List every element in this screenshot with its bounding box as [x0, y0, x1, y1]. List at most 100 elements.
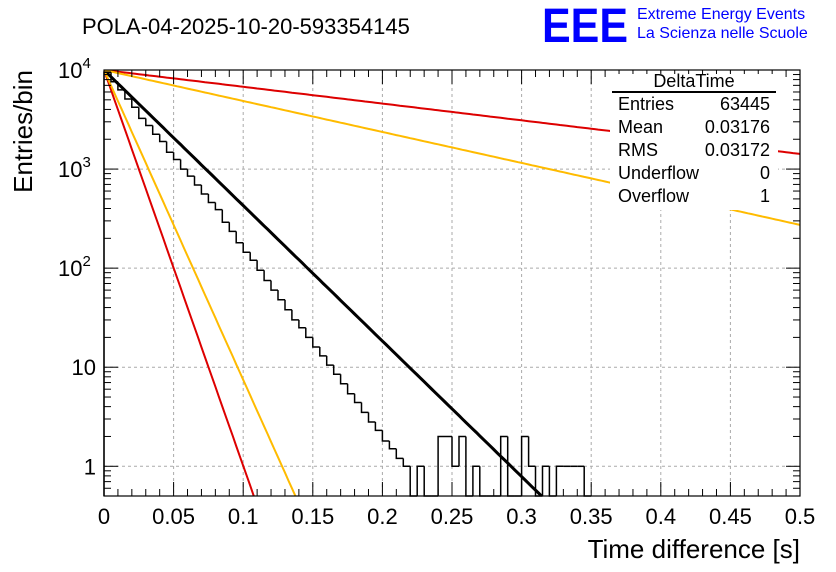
fit-main	[104, 70, 544, 496]
histogram-bin	[346, 383, 355, 395]
histogram-bin	[409, 466, 418, 497]
x-tick-label: 0.05	[152, 504, 195, 529]
stats-value: 0.03172	[705, 140, 770, 160]
fit-fast-red	[104, 70, 255, 496]
histogram-bin	[263, 270, 271, 282]
stats-title: DeltaTime	[653, 71, 734, 91]
y-tick-labels: 1 10 102 103 104	[58, 55, 96, 479]
histogram-bin	[374, 422, 383, 432]
chart-title: POLA-04-2025-10-20-593354145	[82, 14, 410, 39]
fit-fast-orange	[104, 70, 297, 496]
histogram-bin	[555, 465, 564, 496]
histogram-bin	[131, 99, 139, 109]
histogram-bin	[527, 436, 536, 468]
histogram-bin	[332, 365, 341, 375]
histogram-bin	[228, 222, 237, 233]
histogram-bin	[193, 176, 202, 186]
histogram-bin	[319, 347, 327, 357]
x-tick-label: 0.45	[709, 504, 752, 529]
stats-box-background	[610, 74, 778, 210]
histogram-bin	[298, 319, 306, 329]
y-tick-label: 104	[58, 55, 91, 83]
y-tick-label: 102	[58, 253, 91, 281]
stats-box: DeltaTime Entries 63445 Mean 0.03176 RMS…	[610, 71, 778, 210]
histogram-bin	[291, 309, 299, 321]
histogram-bin	[214, 202, 223, 211]
y-tick-label: 10	[72, 355, 96, 380]
stats-label: Underflow	[618, 163, 700, 183]
histogram-bin	[541, 465, 550, 496]
histogram-bin	[221, 209, 230, 224]
histogram-bin	[124, 89, 132, 100]
stats-label: RMS	[618, 140, 658, 160]
histogram-bin	[520, 435, 529, 496]
histogram-bin	[402, 458, 411, 468]
histogram	[103, 71, 592, 497]
histogram-bin	[437, 435, 445, 496]
histogram-bin	[110, 72, 118, 83]
histogram-bin	[207, 194, 216, 204]
histogram-bin	[458, 435, 466, 467]
histogram-bin	[284, 299, 292, 311]
x-tick-label: 0.35	[570, 504, 613, 529]
logo-mark: EEE	[542, 0, 628, 53]
histogram-bin	[145, 118, 153, 127]
histogram-bin	[249, 252, 258, 262]
histogram-bin	[325, 355, 334, 366]
histogram-bin	[305, 327, 313, 339]
stats-value: 0.03176	[705, 117, 770, 137]
histogram-bin	[235, 231, 244, 244]
histogram-bin	[381, 430, 390, 442]
eee-logo: EEE Extreme Energy Events La Scienza nel…	[542, 0, 808, 53]
histogram-bin	[423, 466, 432, 497]
histogram-bin	[395, 448, 404, 460]
stats-value: 63445	[720, 94, 770, 114]
x-tick-label: 0.25	[431, 504, 474, 529]
histogram-bin	[138, 107, 146, 120]
histogram-bin	[339, 374, 348, 385]
histogram-bin	[172, 152, 181, 161]
y-tick-label: 103	[58, 154, 91, 182]
y-axis-title: Entries/bin	[8, 70, 38, 193]
histogram-bin	[103, 71, 111, 496]
histogram-bin	[179, 159, 188, 170]
axis-ticks	[103, 69, 801, 496]
x-tick-label: 0.2	[367, 504, 398, 529]
histogram-bin	[186, 169, 195, 177]
histogram-bin	[117, 81, 125, 91]
stats-label: Overflow	[618, 186, 690, 206]
stats-label: Mean	[618, 117, 663, 137]
x-tick-labels: 0 0.05 0.1 0.15 0.2 0.25 0.3 0.35 0.4 0.…	[98, 504, 815, 529]
histogram-bin	[165, 141, 174, 153]
x-axis-title: Time difference [s]	[588, 534, 800, 564]
stats-value: 1	[760, 186, 770, 206]
histogram-bin	[367, 412, 376, 423]
x-tick-label: 0.3	[506, 504, 537, 529]
stats-value: 0	[760, 163, 770, 183]
logo-line-1: Extreme Energy Events	[637, 6, 805, 23]
histogram-bin	[200, 185, 209, 195]
histogram-bin	[416, 465, 425, 496]
y-tick-label: 1	[84, 454, 96, 479]
histogram-bin	[451, 436, 459, 468]
histogram-bin	[548, 466, 557, 497]
histogram-bin	[388, 441, 397, 450]
histogram-bin	[472, 465, 480, 496]
histogram-bin	[479, 466, 487, 497]
histogram-bin	[583, 466, 592, 497]
histogram-bin	[353, 393, 362, 404]
stats-label: Entries	[618, 94, 674, 114]
histogram-bin	[151, 125, 160, 135]
x-tick-label: 0.5	[785, 504, 816, 529]
histogram-bin	[270, 280, 278, 291]
logo-line-2: La Scienza nelle Scuole	[637, 25, 808, 42]
x-tick-label: 0.4	[646, 504, 677, 529]
histogram-bin	[158, 134, 167, 143]
histogram-bin	[242, 242, 251, 253]
x-tick-label: 0.15	[291, 504, 334, 529]
histogram-bin	[277, 290, 285, 301]
histogram-bin	[256, 260, 265, 272]
x-tick-label: 0	[98, 504, 110, 529]
histogram-bin	[312, 337, 320, 348]
